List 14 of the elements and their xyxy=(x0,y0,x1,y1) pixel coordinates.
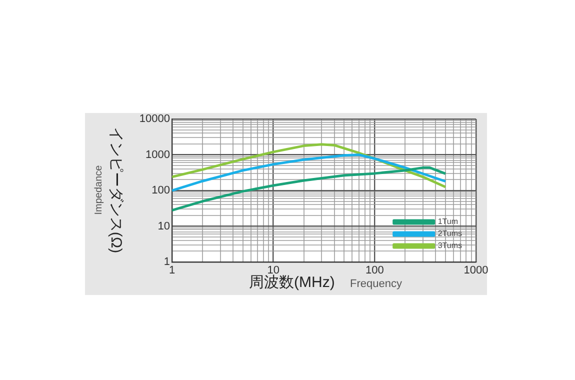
x-axis-title: 周波数(MHz) xyxy=(249,274,335,292)
legend-label: 3Tums xyxy=(438,241,462,250)
y-axis-title: インピーダンス(Ω) xyxy=(106,126,126,254)
y-tick-label: 1000 xyxy=(146,148,170,161)
legend-label: 2Tums xyxy=(438,229,462,238)
y-tick-label: 10 xyxy=(158,220,170,232)
legend-label: 1Tum xyxy=(438,217,458,226)
y-tick-label: 1 xyxy=(164,256,170,268)
text: Impedance xyxy=(94,165,104,215)
x-tick-label: 100 xyxy=(365,264,384,277)
x-tick-label: 1000 xyxy=(464,264,488,277)
text: Frequency xyxy=(350,278,402,290)
y-tick-label: 100 xyxy=(152,184,170,197)
y-tick-label: 10000 xyxy=(139,113,170,126)
